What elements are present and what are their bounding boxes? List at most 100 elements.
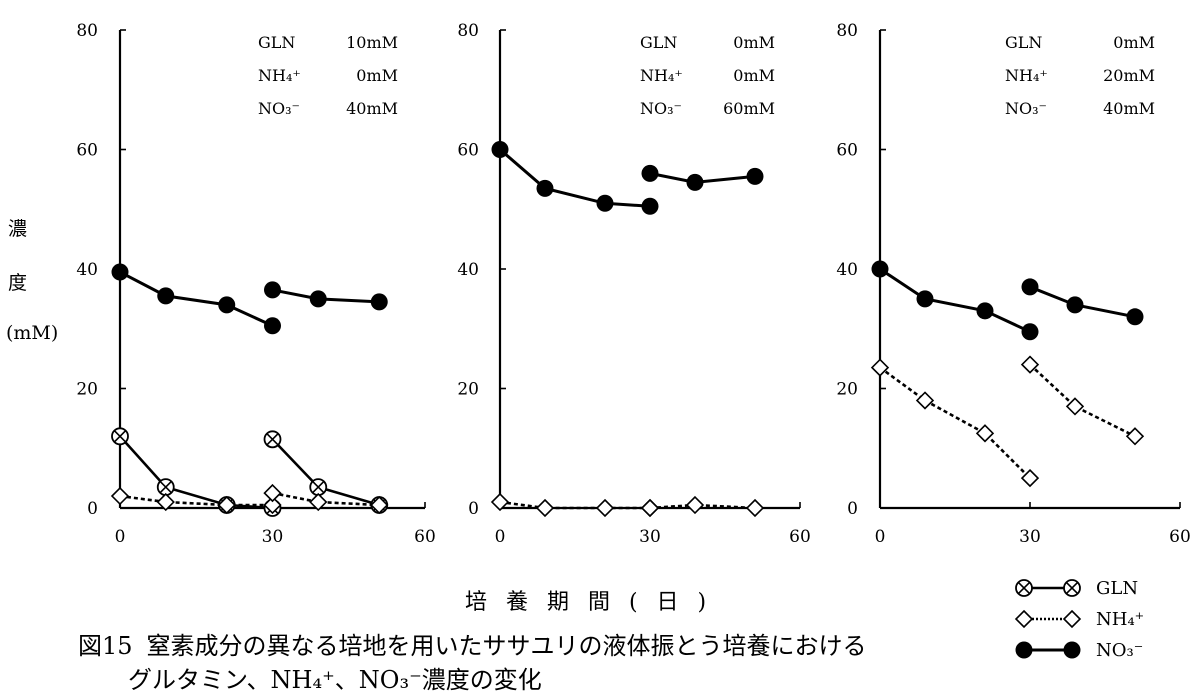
- condition-name: NH₄⁺: [258, 66, 301, 85]
- data-point-gln: [111, 427, 129, 446]
- marker-fill: [309, 290, 327, 308]
- data-point-nh4: [370, 495, 389, 515]
- marker-fill: [976, 302, 994, 320]
- condition-value: 10mM: [346, 33, 398, 52]
- data-point-no3: [596, 194, 614, 212]
- data-point-nh4: [1020, 355, 1040, 374]
- data-point-no3: [536, 179, 554, 197]
- series-line-nh4: [119, 494, 273, 507]
- data-point-no3: [264, 281, 281, 299]
- y-tick-label: 80: [457, 21, 479, 41]
- data-point-nh4: [975, 424, 995, 443]
- marker-diamond: [870, 358, 890, 377]
- marker-cross: [312, 480, 325, 494]
- data-point-nh4: [309, 492, 328, 512]
- condition-name: GLN: [258, 33, 295, 52]
- data-point-no3: [916, 290, 934, 308]
- condition-value: 0mM: [733, 66, 775, 85]
- condition-value: 20mM: [1103, 66, 1155, 85]
- marker-fill: [218, 296, 236, 314]
- data-point-nh4: [870, 358, 890, 377]
- data-point-no3: [746, 167, 764, 185]
- legend-marker: [1063, 579, 1081, 597]
- data-point-nh4: [217, 495, 236, 515]
- data-point-nh4: [685, 495, 705, 515]
- marker-diamond: [1062, 609, 1082, 629]
- marker-fill: [370, 293, 388, 311]
- marker-cross: [266, 433, 279, 446]
- chart-panels: 0 20 40 60 80 0 30 60 GLN 10mM NH₄⁺ 0mM NO₃⁻ 40mM 0 20 4…: [76, 21, 1190, 547]
- marker-diamond: [1020, 468, 1040, 488]
- data-point-nh4: [263, 483, 282, 503]
- data-point-nh4: [263, 495, 282, 515]
- marker-diamond: [156, 492, 175, 512]
- x-tick-label: 30: [262, 527, 284, 547]
- y-tick-label: 80: [76, 21, 98, 41]
- condition-name: NO₃⁻: [258, 99, 300, 118]
- data-point-nh4: [490, 492, 510, 512]
- y-tick-label: 20: [457, 380, 479, 400]
- caption-line-1: 窒素成分の異なる培地を用いたササユリの液体振とう培養における: [146, 632, 867, 660]
- marker-fill: [1066, 296, 1084, 314]
- marker-cross: [1065, 581, 1079, 595]
- y-tick-label: 20: [836, 380, 858, 400]
- series-no3: [111, 263, 388, 335]
- data-point-gln: [309, 478, 328, 496]
- series-no3: [491, 141, 764, 215]
- data-point-gln: [156, 478, 175, 496]
- series-line-nh4: [272, 491, 380, 507]
- series-nh4: [490, 492, 765, 518]
- chart-panel-3: 0 20 40 60 80 0 30 60 GLN 0mM NH₄⁺ 20mM NO₃⁻ 40mM: [836, 21, 1190, 547]
- condition-name: NH₄⁺: [1005, 66, 1048, 85]
- data-point-no3: [1021, 278, 1039, 296]
- marker-fill: [264, 317, 281, 335]
- x-tick-label: 60: [789, 527, 811, 547]
- legend-item-nh4: NH₄⁺: [1014, 609, 1144, 630]
- marker-cross: [159, 480, 172, 494]
- x-axis-label: 培 養 期 間 ( 日 ): [465, 590, 713, 615]
- legend-item-gln: GLN: [1015, 578, 1138, 599]
- marker-diamond: [1125, 427, 1145, 446]
- marker-diamond: [370, 495, 389, 515]
- y-tick-label: 40: [836, 260, 858, 280]
- marker-fill: [1015, 641, 1033, 659]
- y-axis-label-line-2: 度: [8, 272, 28, 294]
- marker-diamond: [595, 498, 615, 518]
- data-point-nh4: [535, 498, 555, 518]
- legend-marker: [1015, 579, 1033, 597]
- y-tick-label: 0: [847, 499, 858, 519]
- marker-diamond: [1014, 609, 1034, 629]
- x-tick-label: 60: [1169, 527, 1191, 547]
- data-point-nh4: [1020, 468, 1040, 488]
- data-point-no3: [491, 141, 509, 158]
- y-tick-label: 60: [836, 141, 858, 161]
- marker-diamond: [217, 495, 236, 515]
- y-tick-label: 60: [457, 141, 479, 161]
- legend-marker: [1062, 609, 1082, 629]
- condition-value: 0mM: [733, 33, 775, 52]
- series-line-no3: [879, 267, 1031, 334]
- condition-value: 40mM: [1103, 99, 1155, 118]
- data-point-no3: [686, 173, 704, 191]
- marker-diamond: [309, 492, 328, 512]
- data-point-no3: [1126, 308, 1144, 326]
- y-tick-label: 40: [76, 260, 98, 280]
- condition-value: 0mM: [356, 66, 398, 85]
- condition-value: 60mM: [723, 99, 775, 118]
- series-nh4: [110, 483, 389, 515]
- chart-panel-2: 0 20 40 60 80 0 30 60 GLN 0mM NH₄⁺ 0mM NO₃⁻ 60mM: [457, 21, 810, 547]
- series-line-no3: [119, 270, 274, 328]
- series-line-nh4: [1029, 363, 1136, 438]
- legend-marker: [1014, 609, 1034, 629]
- marker-fill: [686, 173, 704, 191]
- y-axis-label-line-1: 濃: [8, 218, 28, 240]
- series-line-nh4: [879, 366, 1031, 480]
- series-nh4: [870, 355, 1145, 488]
- legend-label: NO₃⁻: [1096, 640, 1143, 661]
- legend-marker: [1063, 641, 1081, 659]
- legend-label: GLN: [1096, 578, 1138, 599]
- marker-cross: [1017, 581, 1031, 595]
- marker-fill: [1063, 641, 1081, 659]
- data-point-no3: [641, 164, 659, 182]
- figure-caption: 図15 窒素成分の異なる培地を用いたササユリの液体振とう培養における: [78, 626, 867, 661]
